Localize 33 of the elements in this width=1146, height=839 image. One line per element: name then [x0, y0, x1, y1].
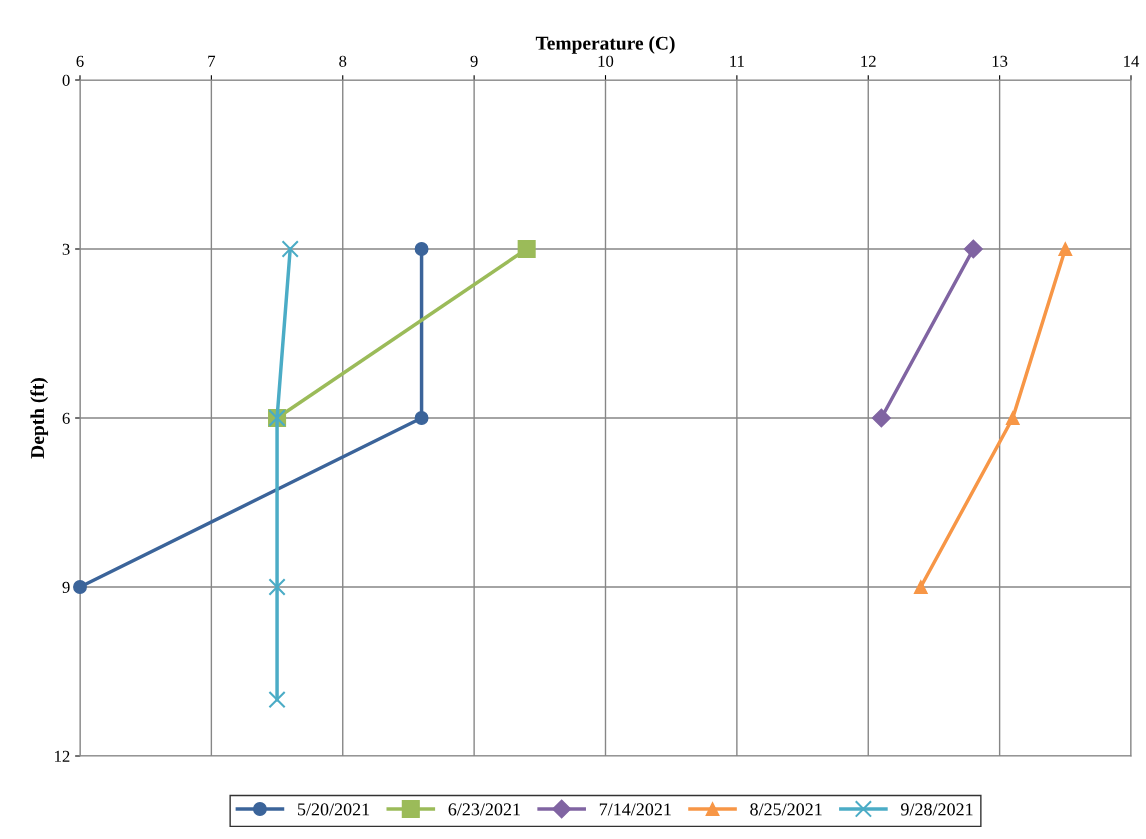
legend-label: 7/14/2021: [599, 803, 671, 816]
point: [1005, 411, 1020, 425]
legend-label: 8/25/2021: [750, 803, 822, 816]
x-tick-label: 12: [861, 55, 876, 67]
y-tick-label: 3: [62, 243, 70, 255]
point: [414, 411, 429, 425]
x-tick-label: 8: [339, 55, 347, 67]
x-tick-label: 14: [1124, 55, 1140, 67]
point: [414, 242, 429, 256]
legend-label: 9/28/2021: [900, 803, 973, 816]
y-tick-label: 9: [62, 581, 70, 593]
x-axis-title: Temperature (C): [535, 36, 675, 54]
legend-label: 6/23/2021: [448, 803, 520, 816]
y-tick-label: 6: [62, 412, 70, 424]
point: [268, 578, 286, 596]
point: [1058, 242, 1073, 256]
y-tick-label: 0: [62, 74, 70, 86]
point: [963, 239, 983, 259]
point: [517, 239, 536, 259]
point: [281, 240, 299, 258]
x-tick-label: 10: [598, 55, 614, 67]
point: [913, 580, 928, 594]
point: [73, 580, 87, 594]
point: [268, 690, 286, 709]
y-axis-title: Depth (ft): [30, 378, 49, 459]
point: [871, 408, 891, 428]
x-tick-label: 13: [992, 55, 1008, 67]
x-tick-label: 6: [76, 55, 84, 67]
x-tick-label: 7: [208, 55, 216, 67]
legend-label: 5/20/2021: [298, 803, 370, 816]
x-tick-label: 9: [470, 55, 478, 67]
x-tick-label: 11: [730, 55, 744, 67]
y-tick-label: 12: [55, 750, 70, 762]
